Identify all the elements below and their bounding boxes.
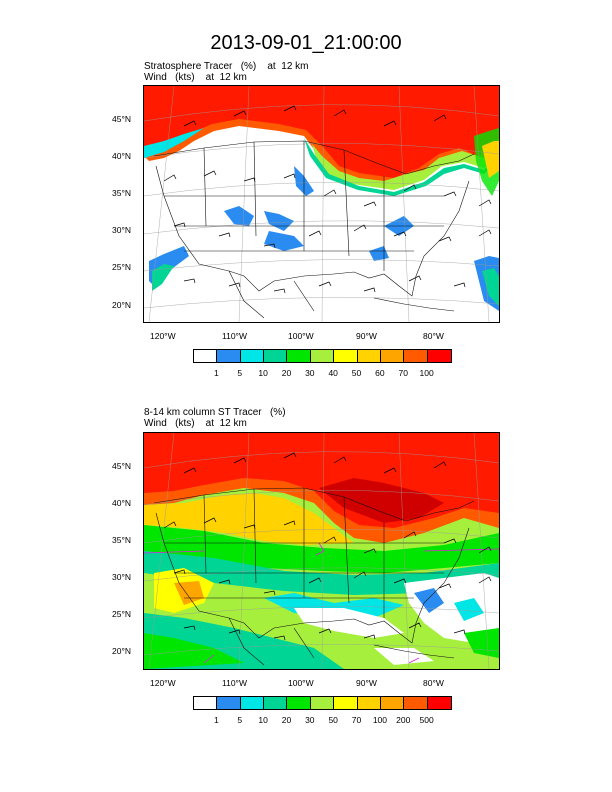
panel2-colorbar-labels: 1 5 10 20 30 50 70 100 200 500 [193,715,452,727]
colorbar-label: 50 [351,368,362,378]
panel1-lat-label: 45°N [112,114,131,124]
panel2-lat-label: 30°N [112,572,131,582]
panel1-lon-label: 120°W [150,331,176,341]
panel2-lat-label: 35°N [112,535,131,545]
panel1-lat-label: 35°N [112,188,131,198]
tracer-field [144,86,499,311]
colorbar-label: 5 [237,715,243,725]
colorbar-label: 20 [281,368,292,378]
wind-barbs [163,105,492,294]
panel1-lat-label: 20°N [112,300,131,310]
colorbar-swatch [310,697,335,709]
colorbar-label: 50 [328,715,338,725]
colorbar-swatch [264,350,288,362]
panel1-lon-label: 90°W [356,331,377,341]
colorbar-swatch [380,697,405,709]
colorbar-swatch [194,697,218,709]
colorbar-swatch [217,350,241,362]
colorbar-label: 10 [258,715,268,725]
colorbar-swatch [240,350,265,362]
panel1-lon-label: 100°W [288,331,314,341]
panel1-colorbar-labels: 1 5 10 20 30 40 50 60 70 100 [193,368,452,380]
panel1-caption-line1: Stratosphere Tracer (%) at 12 km [144,61,309,72]
colorbar-label: 100 [419,368,434,378]
graticule [144,86,499,322]
panel2-lon-label: 110°W [222,678,247,688]
colorbar-swatch [334,350,358,362]
panel2-lon-label: 90°W [356,678,377,688]
colorbar-swatch [427,350,451,362]
colorbar-label: 40 [328,368,338,378]
colorbar-swatch [427,697,451,709]
panel2-lat-label: 45°N [112,461,131,471]
boundaries [153,487,475,666]
panel2-map [143,432,500,670]
boundaries [153,140,475,319]
colorbar-label: 30 [305,368,315,378]
colorbar-label: 70 [351,715,362,725]
colorbar-label: 1 [213,368,219,378]
colorbar-swatch [217,697,241,709]
panel2-lon-label: 120°W [150,678,176,688]
colorbar-swatch [404,350,428,362]
panel1-caption-line2: Wind (kts) at 12 km [144,72,247,83]
colorbar-swatch [357,697,381,709]
panel2-lat-label: 25°N [112,609,131,619]
panel2-caption-line1: 8-14 km column ST Tracer (%) [144,407,286,418]
colorbar-label: 500 [419,715,434,725]
panel2-lat-label: 40°N [112,498,131,508]
graticule [144,433,499,669]
colorbar-label: 60 [375,368,385,378]
wind-barbs [163,452,492,641]
colorbar-swatch [310,350,335,362]
panel2-lon-label: 100°W [288,678,314,688]
colorbar-swatch [287,350,311,362]
colorbar-swatch [404,697,428,709]
colorbar-swatch [287,697,311,709]
panel1-colorbar [193,349,452,363]
panel1-lon-label: 110°W [222,331,247,341]
panel2-caption-line2: Wind (kts) at 12 km [144,418,247,429]
panel1-map [143,85,500,323]
colorbar-label: 200 [396,715,411,725]
colorbar-label: 20 [281,715,292,725]
colorbar-label: 30 [305,715,315,725]
colorbar-swatch [357,350,381,362]
colorbar-label: 5 [237,368,243,378]
colorbar-label: 100 [372,715,387,725]
colorbar-label: 10 [258,368,268,378]
colorbar-swatch [334,697,358,709]
panel2-lon-label: 80°W [423,678,444,688]
colorbar-swatch [240,697,265,709]
colorbar-swatch [194,350,218,362]
panel1-lat-label: 40°N [112,151,131,161]
colorbar-label: 1 [213,715,219,725]
panel1-lat-label: 30°N [112,225,131,235]
colorbar-swatch [380,350,405,362]
colorbar-label: 70 [398,368,408,378]
figure-title: 2013-09-01_21:00:00 [210,32,402,54]
panel2-colorbar [193,696,452,710]
panel1-lat-label: 25°N [112,262,131,272]
colorbar-swatch [264,697,288,709]
panel2-lat-label: 20°N [112,646,131,656]
panel1-lon-label: 80°W [423,331,444,341]
